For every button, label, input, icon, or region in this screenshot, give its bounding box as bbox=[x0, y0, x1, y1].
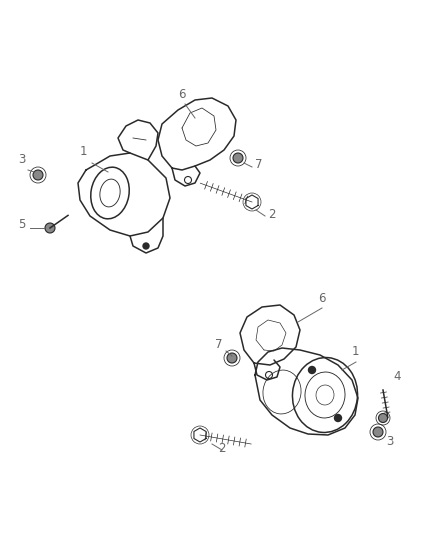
Text: 2: 2 bbox=[268, 208, 276, 221]
Text: 7: 7 bbox=[255, 158, 262, 171]
Circle shape bbox=[143, 243, 149, 249]
Circle shape bbox=[233, 153, 243, 163]
Circle shape bbox=[227, 353, 237, 363]
Text: 3: 3 bbox=[18, 153, 25, 166]
Circle shape bbox=[378, 414, 388, 423]
Circle shape bbox=[33, 170, 43, 180]
Text: 5: 5 bbox=[18, 218, 25, 231]
Circle shape bbox=[45, 223, 55, 233]
Text: 6: 6 bbox=[318, 292, 325, 305]
Text: 1: 1 bbox=[80, 145, 88, 158]
Circle shape bbox=[373, 427, 383, 437]
Circle shape bbox=[335, 415, 342, 422]
Text: 6: 6 bbox=[178, 88, 186, 101]
Text: 7: 7 bbox=[215, 338, 223, 351]
Text: 4: 4 bbox=[393, 370, 400, 383]
Text: 3: 3 bbox=[386, 435, 393, 448]
Circle shape bbox=[308, 367, 315, 374]
Text: 1: 1 bbox=[352, 345, 360, 358]
Text: 2: 2 bbox=[218, 442, 226, 455]
